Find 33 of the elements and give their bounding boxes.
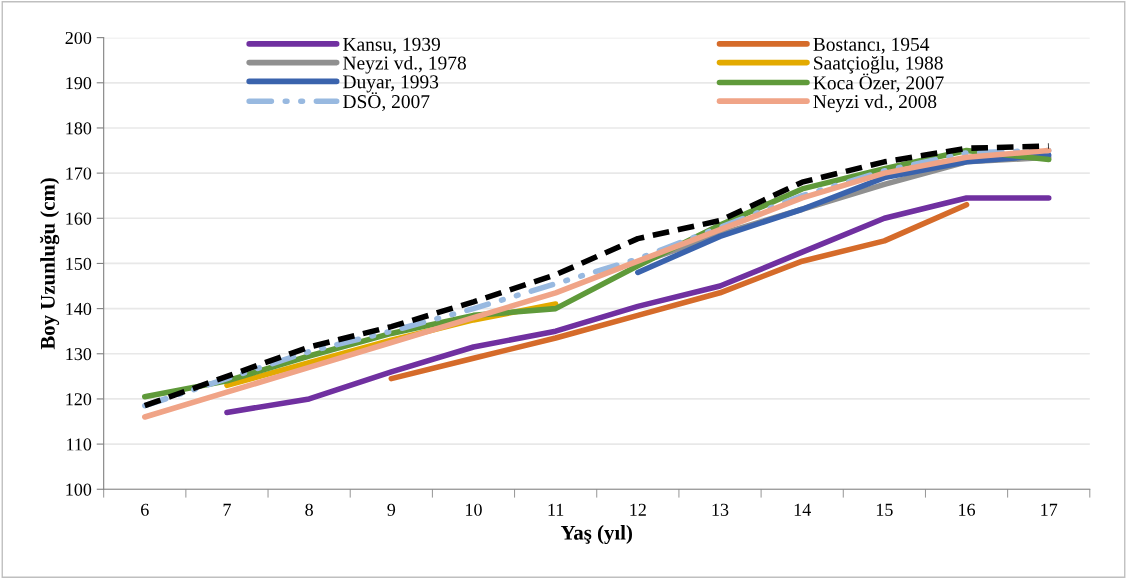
y-tick-label: 170 [66,167,92,180]
y-tick-label: 100 [66,483,92,496]
x-tick-label: 12 [630,503,646,516]
x-axis-title: Yaş (yıl) [560,525,632,545]
x-tick-label: 11 [548,503,564,516]
legend-label: Neyzi vd., 2008 [813,94,937,113]
x-tick-label: 13 [712,503,729,516]
x-tick-label: 17 [1041,503,1058,516]
x-tick-label: 14 [794,503,811,516]
legend-label: Kansu, 1939 [343,37,440,54]
x-tick-label: 15 [876,503,893,516]
legend-label: Saatçioğlu, 1988 [814,55,943,74]
legend-label: Koca Özer, 2007 [813,73,944,93]
legend-label: Bostancı, 1954 [813,37,930,54]
x-tick-label: 6 [141,503,149,516]
legend-label: DSÖ, 2007 [343,92,430,111]
y-tick-label: 130 [66,348,92,361]
y-axis-title: Boy Uzunluğu (cm) [39,178,60,350]
x-tick-label: 10 [466,503,482,516]
y-tick-label: 110 [67,438,92,451]
y-tick-label: 140 [66,302,92,316]
y-tick-label: 200 [65,31,92,45]
legend-label: Neyzi vd., 1978 [343,55,466,74]
y-tick-label: 180 [66,122,92,135]
legend-label: Duyar, 1993 [343,75,439,93]
y-tick-label: 190 [66,77,92,90]
y-tick-label: 160 [66,212,92,225]
y-tick-label: 150 [66,257,92,270]
x-tick-label: 7 [223,503,231,516]
x-tick-label: 8 [305,503,313,516]
x-tick-label: 9 [387,503,396,516]
y-tick-label: 120 [66,393,92,406]
x-tick-label: 16 [959,503,976,516]
